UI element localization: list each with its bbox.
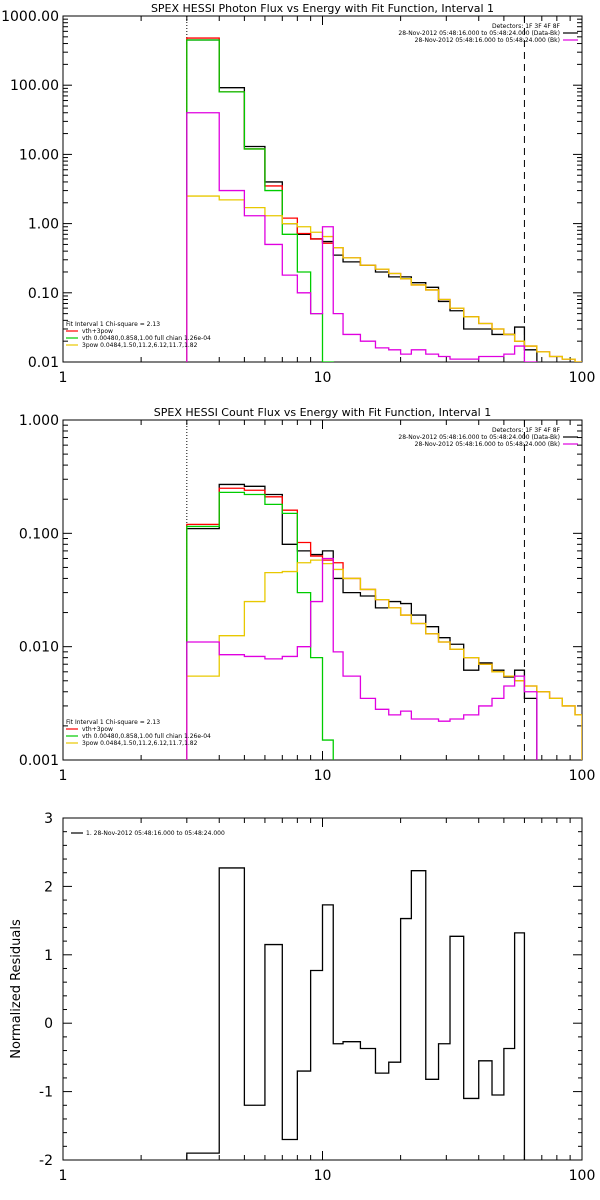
y-tick-label: 0.01 xyxy=(28,355,59,371)
series-residuals-line xyxy=(186,867,526,1160)
series-bk-line xyxy=(186,112,538,362)
y-tick-label: 1 xyxy=(44,948,53,964)
y-tick-label: 0 xyxy=(44,1016,53,1032)
series-vth-line xyxy=(186,39,334,362)
x-tick-label: 10 xyxy=(314,370,332,386)
chart-title: SPEX HESSI Count Flux vs Energy with Fit… xyxy=(154,406,491,419)
x-tick-label: 1 xyxy=(59,768,68,784)
series-bk-line xyxy=(186,557,538,760)
y-tick-label: 3 xyxy=(44,811,53,827)
fit-chi-square-label: Fit Interval 1 Chi-square = 2.13 xyxy=(66,719,160,726)
photon-flux-chart: SPEX HESSI Photon Flux vs Energy with Fi… xyxy=(1,2,595,386)
y-tick-label: 1.000 xyxy=(19,413,59,429)
y-tick-label: 1.00 xyxy=(28,217,59,233)
y-tick-label: 10.00 xyxy=(19,147,59,163)
fit-legend-label: vth+3pow xyxy=(82,726,113,733)
y-tick-label: -2 xyxy=(39,1153,53,1169)
chart-title: SPEX HESSI Photon Flux vs Energy with Fi… xyxy=(151,2,494,15)
y-tick-label: 0.100 xyxy=(19,526,59,542)
detectors-label: Detectors: 1F 3F 4F 8F xyxy=(492,23,561,30)
x-tick-label: 1 xyxy=(59,370,68,386)
x-tick-label: 1 xyxy=(59,1168,68,1184)
x-tick-label: 10 xyxy=(314,768,332,784)
fit-legend-label: 3pow 0.0484,1.50,11.2,6.12,11.7,1.82 xyxy=(82,342,198,349)
legend-label: 28-Nov-2012 05:48:16.000 to 05:48:24.000… xyxy=(398,30,560,37)
y-tick-label: -1 xyxy=(39,1085,53,1101)
count-flux-chart: SPEX HESSI Count Flux vs Energy with Fit… xyxy=(19,406,595,784)
y-tick-label: 2 xyxy=(44,879,53,895)
x-tick-label: 100 xyxy=(569,1168,596,1184)
y-axis-label: Normalized Residuals xyxy=(9,919,24,1059)
fit-legend-label: vth 0.00480,0.858,1.00 full chian 1.26e-… xyxy=(82,733,211,740)
detectors-label: Detectors: 1F 3F 4F 8F xyxy=(492,427,561,434)
fit-legend-label: vth+3pow xyxy=(82,328,113,335)
fit-legend-label: 3pow 0.0484,1.50,11.2,6.12,11.7,1.82 xyxy=(82,740,198,747)
legend-label: 1. 28-Nov-2012 05:48:16.000 to 05:48:24.… xyxy=(86,830,225,837)
y-tick-label: 100.00 xyxy=(10,78,59,94)
series-pow-line xyxy=(186,559,582,760)
x-tick-label: 100 xyxy=(569,768,596,784)
series-data-line xyxy=(186,39,538,362)
residuals-chart: 1 10 100 -2 -1 0 1 2 3 Normalized Residuals 1. 28-… xyxy=(9,811,595,1184)
y-tick-label: 0.010 xyxy=(19,640,59,656)
legend-label: 28-Nov-2012 05:48:16.000 to 05:48:24.000… xyxy=(415,37,560,44)
series-pow-line xyxy=(186,195,582,362)
x-tick-label: 100 xyxy=(569,370,596,386)
fit-legend-label: vth 0.00480,0.858,1.00 full chian 1.26e-… xyxy=(82,335,211,342)
y-tick-label: 0.001 xyxy=(19,753,59,769)
y-tick-label: 0.10 xyxy=(28,286,59,302)
y-tick-label: 1000.00 xyxy=(1,9,59,25)
legend-label: 28-Nov-2012 05:48:16.000 to 05:48:24.000… xyxy=(415,441,560,448)
legend-label: 28-Nov-2012 05:48:16.000 to 05:48:24.000… xyxy=(398,434,560,441)
fit-chi-square-label: Fit Interval 1 Chi-square = 2.13 xyxy=(66,321,160,328)
x-tick-label: 10 xyxy=(314,1168,332,1184)
series-vth-line xyxy=(186,491,334,760)
